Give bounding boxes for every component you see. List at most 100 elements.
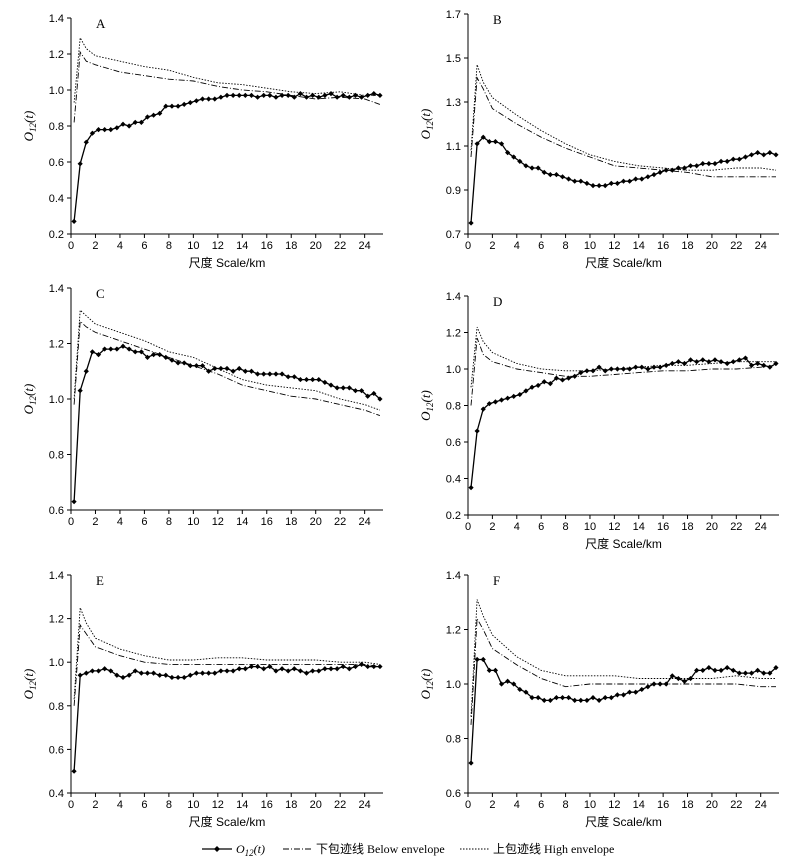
x-tick-label: 6 <box>141 799 147 811</box>
data-point <box>706 161 712 167</box>
series-high-envelope-line <box>73 607 380 700</box>
data-point <box>767 364 773 370</box>
data-point <box>193 98 200 104</box>
x-tick-label: 22 <box>730 521 742 533</box>
x-tick-label: 12 <box>608 799 620 811</box>
data-point <box>529 695 535 701</box>
x-tick-label: 14 <box>633 521 645 533</box>
data-point <box>114 125 120 131</box>
data-point <box>285 374 291 380</box>
data-point <box>480 656 486 663</box>
data-point <box>639 686 645 693</box>
legend: O12(t) 下包迹线 Below envelope 上包迹线 High env… <box>202 842 614 858</box>
data-point <box>120 121 126 127</box>
data-point <box>291 374 297 380</box>
data-point <box>163 672 169 678</box>
y-tick-label: 0.4 <box>446 474 461 486</box>
data-point <box>773 152 779 158</box>
x-tick-label: 22 <box>334 240 346 252</box>
data-point <box>212 96 218 102</box>
legend-obs-label: O12(t) <box>236 842 265 858</box>
data-point <box>138 349 144 355</box>
data-point <box>566 695 572 701</box>
data-point <box>261 666 267 672</box>
x-tick-label: 14 <box>236 799 248 811</box>
data-point <box>645 366 651 372</box>
x-tick-label: 0 <box>68 240 74 252</box>
x-tick-label: 14 <box>633 799 645 811</box>
series-below-envelope-line <box>470 337 777 406</box>
data-point <box>773 665 779 671</box>
data-point <box>236 365 242 372</box>
panels: 0 2 4 6 8 10 12 14 16 18 20 22 240.20.40.60.81.01.21… <box>21 9 779 829</box>
data-point <box>748 152 755 158</box>
x-tick-label: 4 <box>514 240 520 252</box>
y-tick-label: 1.4 <box>49 283 64 295</box>
data-point <box>224 92 230 98</box>
data-point <box>480 406 486 412</box>
x-tick-label: 6 <box>141 240 147 252</box>
data-point <box>377 92 383 98</box>
data-point <box>480 134 486 140</box>
data-point <box>334 666 340 672</box>
data-point <box>89 349 96 355</box>
data-point <box>486 139 492 145</box>
y-tick-label: 0.2 <box>446 510 461 522</box>
x-axis-title: 尺度 Scale/km <box>585 255 662 270</box>
data-point <box>132 119 138 125</box>
y-tick-label: 1.5 <box>446 53 461 65</box>
data-point <box>126 346 132 352</box>
data-point <box>730 667 736 673</box>
data-point <box>254 663 261 670</box>
panel-c: 0 2 4 6 8 10 12 14 16 18 20 22 240.60.81.01.21.4 CO12… <box>21 283 383 528</box>
legend-low-label: 下包迹线 Below envelope <box>316 842 445 856</box>
data-point <box>365 92 371 98</box>
data-point <box>706 665 712 671</box>
data-point <box>517 686 523 693</box>
data-point <box>468 220 474 226</box>
data-point <box>590 368 596 374</box>
data-point <box>730 359 736 365</box>
data-point <box>651 172 657 178</box>
data-point <box>620 366 627 372</box>
data-point <box>77 161 83 167</box>
x-tick-label: 2 <box>92 240 98 252</box>
x-tick-label: 2 <box>489 799 495 811</box>
x-tick-label: 4 <box>117 516 123 528</box>
legend-high-label: 上包迹线 High envelope <box>493 842 614 856</box>
x-tick-label: 18 <box>681 240 693 252</box>
x-tick-label: 0 <box>465 240 471 252</box>
data-point <box>95 668 102 674</box>
x-tick-label: 6 <box>538 521 544 533</box>
data-point <box>602 183 608 189</box>
data-point <box>553 695 560 701</box>
y-axis-title: O12(t) <box>21 669 38 700</box>
data-point <box>541 169 547 175</box>
data-point <box>657 169 663 175</box>
data-point <box>120 343 126 349</box>
data-point <box>578 178 584 184</box>
data-point <box>700 161 706 167</box>
x-tick-label: 24 <box>359 240 371 252</box>
data-point <box>681 165 688 171</box>
x-tick-label: 24 <box>755 240 767 252</box>
data-point <box>620 178 627 184</box>
x-tick-label: 12 <box>212 516 224 528</box>
data-point <box>120 674 126 681</box>
x-tick-label: 2 <box>489 521 495 533</box>
data-point <box>566 375 572 381</box>
data-point <box>83 670 89 676</box>
data-point <box>712 357 718 363</box>
series-high-envelope-line <box>470 599 776 717</box>
x-tick-label: 8 <box>166 516 172 528</box>
data-point <box>144 670 151 676</box>
data-point <box>700 667 706 673</box>
x-tick-label: 2 <box>489 240 495 252</box>
data-point <box>175 360 181 366</box>
y-axis-title: O12(t) <box>418 669 435 700</box>
data-point <box>553 375 560 381</box>
data-point <box>626 366 633 372</box>
data-point <box>83 368 89 374</box>
data-point <box>126 123 132 129</box>
data-point <box>718 359 724 365</box>
